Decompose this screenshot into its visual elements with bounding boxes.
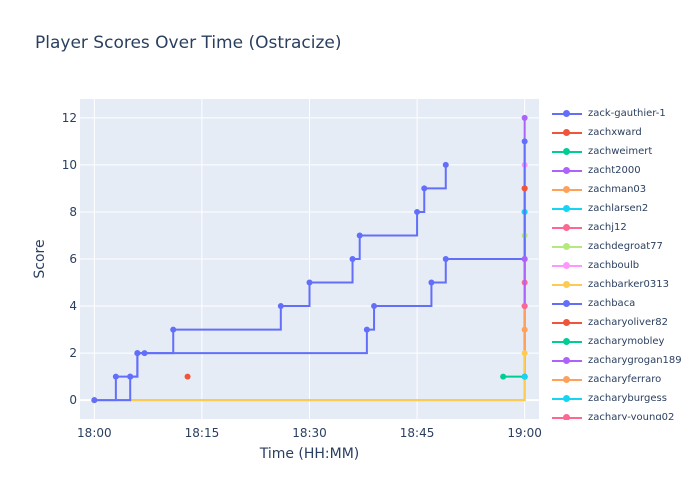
- legend-swatch: [552, 185, 582, 195]
- legend-label: zachboulb: [588, 260, 640, 271]
- x-tick-label: 18:15: [185, 426, 220, 440]
- legend-label: zacharygrogan189: [588, 355, 682, 366]
- series-line: [94, 353, 526, 402]
- data-point: [421, 185, 428, 192]
- data-point: [521, 256, 528, 262]
- data-point: [521, 326, 528, 333]
- legend-item[interactable]: zachweimert: [552, 142, 700, 161]
- legend-swatch: [552, 375, 582, 385]
- legend-swatch: [552, 299, 582, 309]
- data-point: [521, 350, 528, 357]
- legend-item[interactable]: zacharyoliver82: [552, 313, 700, 332]
- data-point: [500, 373, 507, 380]
- data-point: [371, 303, 378, 310]
- legend-swatch: [552, 128, 582, 138]
- y-tick-label: 6: [69, 252, 77, 266]
- y-axis-label: Score: [32, 239, 48, 279]
- y-tick-label: 8: [69, 205, 77, 219]
- y-tick-label: 4: [69, 299, 77, 313]
- data-point: [112, 373, 119, 380]
- data-point: [521, 138, 528, 145]
- legend-item[interactable]: zachman03: [552, 180, 700, 199]
- data-point: [442, 256, 449, 262]
- data-point: [521, 185, 528, 192]
- legend-label: zachbaca: [588, 298, 636, 309]
- legend-swatch: [552, 242, 582, 252]
- y-tick-label: 2: [69, 346, 77, 360]
- legend-label: zacharymobley: [588, 336, 665, 347]
- legend-label: zack-gauthier-1: [588, 108, 666, 119]
- legend-item[interactable]: zachary-young02: [552, 408, 700, 420]
- legend-swatch: [552, 204, 582, 214]
- legend-swatch: [552, 280, 582, 290]
- legend-swatch: [552, 337, 582, 347]
- legend-item[interactable]: zachj12: [552, 218, 700, 237]
- legend-swatch: [552, 318, 582, 328]
- data-point: [184, 373, 191, 380]
- data-point: [363, 326, 370, 333]
- legend-swatch: [552, 109, 582, 119]
- legend-label: zacharyburgess: [588, 393, 667, 404]
- data-point: [134, 350, 141, 357]
- legend-label: zachbarker0313: [588, 279, 669, 290]
- data-point: [428, 279, 435, 286]
- legend-item[interactable]: zachxward: [552, 123, 700, 142]
- legend-label: zachdegroat77: [588, 241, 663, 252]
- data-point: [521, 373, 528, 380]
- legend-item[interactable]: zacharyferraro: [552, 370, 700, 389]
- data-point: [356, 232, 363, 239]
- legend-label: zachary-young02: [588, 412, 675, 420]
- legend: zack-gauthier-1 zachxward zachweimert zacht…: [552, 104, 700, 420]
- data-point: [442, 161, 449, 168]
- legend-swatch: [552, 413, 582, 420]
- legend-label: zachweimert: [588, 146, 653, 157]
- legend-label: zachlarsen2: [588, 203, 649, 214]
- data-point: [170, 326, 177, 333]
- x-axis-label: Time (HH:MM): [259, 446, 360, 462]
- legend-label: zachxward: [588, 127, 642, 138]
- x-tick-label: 18:45: [400, 426, 435, 440]
- legend-item[interactable]: zacharygrogan189: [552, 351, 700, 370]
- legend-swatch: [552, 147, 582, 157]
- legend-swatch: [552, 166, 582, 176]
- legend-item[interactable]: zachboulb: [552, 256, 700, 275]
- chart-title: Player Scores Over Time (Ostracize): [35, 33, 342, 53]
- data-point: [127, 373, 134, 380]
- legend-swatch: [552, 356, 582, 366]
- y-tick-label: 0: [69, 393, 77, 407]
- y-tick-label: 12: [62, 111, 77, 125]
- data-point: [91, 397, 98, 404]
- legend-label: zacharyferraro: [588, 374, 662, 385]
- x-tick-label: 18:00: [77, 426, 112, 440]
- data-point: [306, 279, 313, 286]
- legend-label: zachj12: [588, 222, 627, 233]
- legend-item[interactable]: zacharymobley: [552, 332, 700, 351]
- data-point: [277, 303, 284, 310]
- legend-swatch: [552, 261, 582, 271]
- data-point: [349, 256, 356, 262]
- legend-item[interactable]: zacharyburgess: [552, 389, 700, 408]
- legend-swatch: [552, 223, 582, 233]
- legend-item[interactable]: zachlarsen2: [552, 199, 700, 218]
- legend-item[interactable]: zachbaca: [552, 294, 700, 313]
- legend-label: zachman03: [588, 184, 647, 195]
- data-point: [521, 303, 528, 310]
- legend-item[interactable]: zack-gauthier-1: [552, 104, 700, 123]
- legend-label: zacht2000: [588, 165, 641, 176]
- legend-item[interactable]: zachdegroat77: [552, 237, 700, 256]
- legend-swatch: [552, 394, 582, 404]
- data-point: [414, 208, 421, 215]
- x-tick-label: 18:30: [292, 426, 327, 440]
- y-tick-label: 10: [62, 158, 77, 172]
- legend-item[interactable]: zachbarker0313: [552, 275, 700, 294]
- legend-label: zacharyoliver82: [588, 317, 668, 328]
- data-point: [521, 114, 528, 121]
- x-tick-label: 19:00: [507, 426, 542, 440]
- legend-item[interactable]: zacht2000: [552, 161, 700, 180]
